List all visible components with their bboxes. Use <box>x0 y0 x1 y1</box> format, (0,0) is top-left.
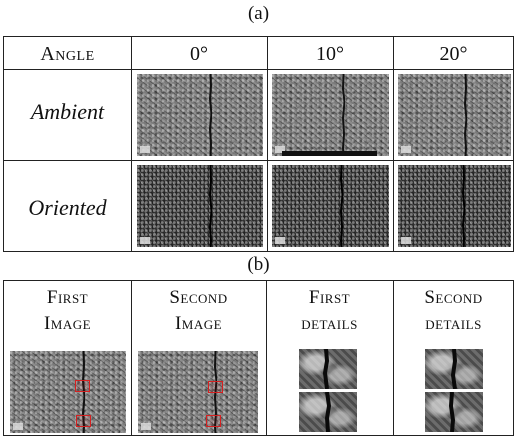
image-oriented-10 <box>272 165 389 247</box>
header-line-1: Second <box>424 287 483 308</box>
header-line-1: First <box>308 287 351 308</box>
crack-line <box>449 392 455 432</box>
header-20-degrees: 20° <box>439 43 468 65</box>
header-line-1: Second <box>169 287 228 308</box>
header-line-2: details <box>425 313 482 334</box>
crack-line <box>462 165 465 247</box>
image-first <box>10 351 126 433</box>
detail-second-lower <box>425 392 483 432</box>
image-oriented-20 <box>398 165 511 247</box>
crack-line <box>214 351 217 433</box>
crack-line <box>82 351 85 433</box>
detail-second-upper <box>425 349 483 389</box>
image-stamp <box>401 146 411 153</box>
highlight-box-upper <box>208 381 223 393</box>
highlight-box-lower <box>206 415 221 427</box>
header-first-details: First details <box>266 285 393 337</box>
header-second-details: Second details <box>393 285 514 337</box>
caption-a: (a) <box>247 3 270 24</box>
header-angle: Angle <box>40 43 95 65</box>
table-a-col-rule-3 <box>393 37 394 251</box>
image-ambient-20 <box>398 74 511 156</box>
table-b-col-rule-1 <box>131 281 132 435</box>
image-stamp <box>140 237 150 244</box>
image-stamp <box>141 423 151 430</box>
image-ambient-10 <box>272 74 389 156</box>
header-second-image: Second Image <box>131 285 266 337</box>
image-stamp <box>401 237 411 244</box>
image-stamp <box>275 237 285 244</box>
crack-line <box>340 165 343 247</box>
image-stamp <box>140 146 150 153</box>
table-b: First Image Second Image First details S… <box>3 280 514 436</box>
crack-line <box>209 165 212 247</box>
table-a-row-rule <box>4 160 513 161</box>
highlight-box-upper <box>75 380 90 392</box>
header-10-degrees: 10° <box>316 43 344 65</box>
table-b-col-rule-3 <box>393 281 394 435</box>
header-line-2: details <box>301 313 358 334</box>
image-shadow-bar <box>282 151 377 156</box>
image-ambient-0 <box>137 74 263 156</box>
header-first-image: First Image <box>4 285 131 337</box>
highlight-box-lower <box>76 415 91 427</box>
image-oriented-0 <box>137 165 263 247</box>
table-b-col-rule-2 <box>266 281 267 435</box>
crack-line <box>464 74 467 156</box>
caption-b: (b) <box>247 254 270 275</box>
crack-line <box>323 349 329 389</box>
header-line-2: Image <box>43 313 92 334</box>
image-stamp <box>275 146 285 153</box>
header-line-1: First <box>46 287 89 308</box>
detail-first-upper <box>299 349 357 389</box>
image-second <box>138 351 258 433</box>
table-a: Angle 0° 10° 20° Ambient Oriented <box>3 36 514 252</box>
crack-line <box>209 74 212 156</box>
table-a-col-rule-2 <box>267 37 268 251</box>
crack-line <box>451 349 457 389</box>
header-0-degrees: 0° <box>190 43 208 65</box>
header-line-2: Image <box>174 313 223 334</box>
row-label-ambient: Ambient <box>30 99 105 124</box>
detail-first-lower <box>299 392 357 432</box>
crack-line <box>325 392 331 432</box>
row-label-oriented: Oriented <box>28 195 107 220</box>
table-a-header-rule <box>4 69 513 70</box>
crack-line <box>342 74 345 156</box>
image-stamp <box>13 423 23 430</box>
table-a-col-rule-1 <box>131 37 132 251</box>
